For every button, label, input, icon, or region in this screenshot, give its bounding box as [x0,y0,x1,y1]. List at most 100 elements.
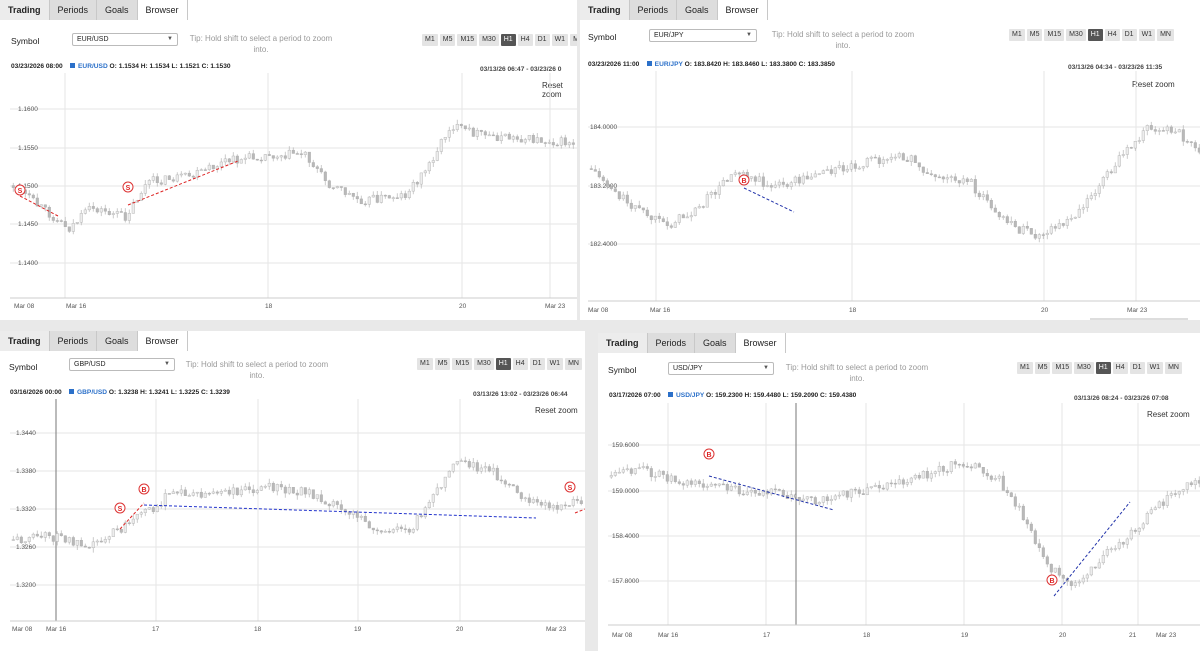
candle-body [717,483,721,486]
tf-m15[interactable]: M15 [1052,362,1073,374]
tf-w1[interactable]: W1 [551,34,569,46]
close-value: 1.3239 [209,389,230,396]
candle-body [523,139,527,143]
candle-body [91,206,95,209]
candle-body [351,193,355,197]
candle-body [443,137,447,140]
tf-w1[interactable]: W1 [546,358,564,370]
tab-browser[interactable]: Browser [137,0,188,20]
candle-body [279,484,283,488]
candle-body [837,165,841,168]
symbol-select[interactable]: EUR/JPY ▼ [649,29,757,42]
tf-h4[interactable]: H4 [1112,362,1128,374]
price-label: 182.4000 [590,241,617,248]
candle-body [733,172,737,175]
tf-m5[interactable]: M5 [434,358,451,370]
reset-zoom-button[interactable]: Reset zoom [1147,410,1190,419]
candle-body [681,483,685,486]
tf-m5[interactable]: M5 [1026,29,1043,41]
date-label: Mar 08 [12,626,33,633]
price-chart[interactable]: 159.6000 159.0000 158.4000 157.8000 Mar … [608,403,1200,651]
tf-m30[interactable]: M30 [474,358,494,370]
tf-mn[interactable]: MN [565,358,582,370]
tf-m1[interactable]: M1 [1017,362,1033,374]
candle-body [1045,556,1049,565]
tf-h4[interactable]: H4 [512,358,528,370]
trade-line [19,160,239,217]
tf-m15[interactable]: M15 [457,34,478,46]
tf-m5[interactable]: M5 [1034,362,1051,374]
tab-trading[interactable]: Trading [580,0,630,20]
tf-m15[interactable]: M15 [452,358,473,370]
candle-body [1049,563,1053,573]
candle-body [195,170,199,178]
tf-w1[interactable]: W1 [1138,29,1156,41]
tf-h1[interactable]: H1 [495,358,511,370]
candle-body [1045,232,1049,235]
tab-browser[interactable]: Browser [137,331,188,351]
price-chart[interactable]: 1.3440 1.3380 1.3320 1.3260 1.3200 Mar 0… [10,399,585,649]
candle-body [207,164,211,170]
tf-d1[interactable]: D1 [1121,29,1137,41]
reset-zoom-button[interactable]: Reset zoom [535,406,578,415]
candle-body [853,488,857,491]
tab-goals[interactable]: Goals [695,333,736,353]
candle-body [235,155,239,164]
tab-periods[interactable]: Periods [49,331,98,351]
tf-m5[interactable]: M5 [439,34,456,46]
tf-h4[interactable]: H4 [517,34,533,46]
tf-m1[interactable]: M1 [422,34,438,46]
tab-trading[interactable]: Trading [0,0,50,20]
reset-zoom-button[interactable]: Reset zoom [542,81,563,99]
tf-m30[interactable]: M30 [1074,362,1094,374]
tf-w1[interactable]: W1 [1146,362,1164,374]
tf-h1[interactable]: H1 [1087,29,1103,41]
tf-mn[interactable]: MN [570,34,577,46]
tf-m1[interactable]: M1 [417,358,433,370]
candle-body [479,129,483,132]
tab-periods[interactable]: Periods [647,333,696,353]
trade-marker-buy: B [1046,574,1058,586]
candle-body [291,149,295,154]
tf-h1[interactable]: H1 [500,34,516,46]
tab-goals[interactable]: Goals [677,0,718,20]
tab-trading[interactable]: Trading [598,333,648,353]
candle-body [259,486,263,491]
price-chart[interactable]: 1.1600 1.1550 1.1500 1.1450 1.1400 Mar 0… [10,73,577,313]
tf-d1[interactable]: D1 [1129,362,1145,374]
price-label: 1.1400 [18,260,38,267]
tf-mn[interactable]: MN [1165,362,1182,374]
tf-m30[interactable]: M30 [479,34,499,46]
tf-mn[interactable]: MN [1157,29,1174,41]
candle-body [1157,130,1161,132]
candle-body [969,466,973,469]
symbol-select[interactable]: EUR/USD ▼ [72,33,178,46]
candle-body [869,156,873,159]
candle-body [551,142,555,146]
tf-h1[interactable]: H1 [1095,362,1111,374]
tf-m30[interactable]: M30 [1066,29,1086,41]
symbol-select[interactable]: GBP/USD ▼ [69,358,175,371]
tab-trading[interactable]: Trading [0,331,50,351]
candle-body [151,176,155,181]
candle-body [925,172,929,174]
tab-periods[interactable]: Periods [49,0,98,20]
price-chart[interactable]: 184.0000 183.2000 182.4000 Mar 08 Mar 16… [588,71,1200,320]
candle-body [143,184,147,194]
tab-goals[interactable]: Goals [97,0,138,20]
candle-body [1017,505,1021,508]
symbol-select[interactable]: USD/JPY ▼ [668,362,774,375]
tf-m15[interactable]: M15 [1044,29,1065,41]
tf-m1[interactable]: M1 [1009,29,1025,41]
tab-goals[interactable]: Goals [97,331,138,351]
reset-zoom-button[interactable]: Reset zoom [1132,80,1175,89]
tf-d1[interactable]: D1 [529,358,545,370]
tf-h4[interactable]: H4 [1104,29,1120,41]
candle-body [399,526,403,529]
tab-periods[interactable]: Periods [629,0,678,20]
candle-body [199,169,203,171]
candle-body [527,135,531,140]
tab-browser[interactable]: Browser [735,333,786,353]
tf-d1[interactable]: D1 [534,34,550,46]
tab-browser[interactable]: Browser [717,0,768,20]
